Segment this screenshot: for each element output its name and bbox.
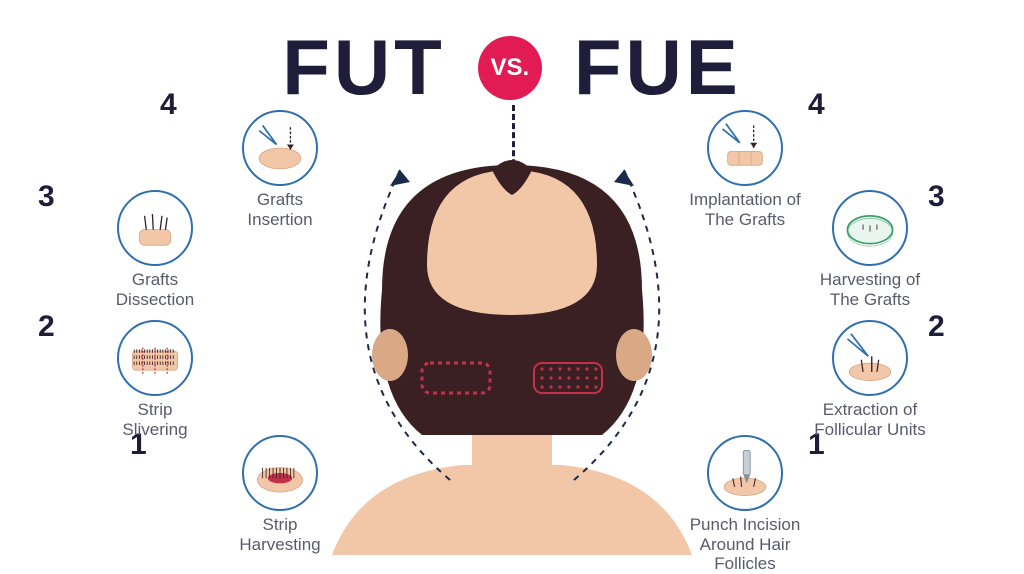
step-number: 4 bbox=[160, 88, 177, 122]
title-right: FUE bbox=[574, 22, 742, 113]
right_method-step-3: Harvesting ofThe Grafts bbox=[810, 190, 930, 309]
harvest-grafts-icon bbox=[832, 190, 908, 266]
step-label: Implantation ofThe Grafts bbox=[689, 190, 801, 229]
vs-badge: VS. bbox=[478, 36, 542, 100]
ear-left bbox=[372, 329, 408, 381]
step-label: StripHarvesting bbox=[239, 515, 320, 554]
step-label: Extraction ofFollicular Units bbox=[814, 400, 925, 439]
step-number: 2 bbox=[928, 310, 945, 344]
strip-sliver-icon bbox=[117, 320, 193, 396]
vs-text: VS. bbox=[490, 54, 529, 82]
step-label: GraftsDissection bbox=[116, 270, 194, 309]
step-label: GraftsInsertion bbox=[247, 190, 312, 229]
step-label: Punch IncisionAround Hair Follicles bbox=[685, 515, 805, 574]
implant-grafts-icon bbox=[707, 110, 783, 186]
right_method-step-1: Punch IncisionAround Hair Follicles bbox=[685, 435, 805, 574]
title-row: FUT VS. FUE bbox=[0, 22, 1024, 113]
strip-harvest-icon bbox=[242, 435, 318, 511]
head-figure bbox=[322, 135, 702, 555]
left_method-step-3: GraftsDissection bbox=[95, 190, 215, 309]
punch-incision-icon bbox=[707, 435, 783, 511]
ear-right bbox=[616, 329, 652, 381]
left_method-step-4: GraftsInsertion bbox=[220, 110, 340, 229]
grafts-insert-icon bbox=[242, 110, 318, 186]
left_method-step-1: StripHarvesting bbox=[220, 435, 340, 554]
step-number: 3 bbox=[928, 180, 945, 214]
left_method-step-2: StripSlivering bbox=[95, 320, 215, 439]
grafts-dissect-icon bbox=[117, 190, 193, 266]
right_method-step-2: Extraction ofFollicular Units bbox=[810, 320, 930, 439]
step-number: 2 bbox=[38, 310, 55, 344]
step-number: 4 bbox=[808, 88, 825, 122]
title-left: FUT bbox=[282, 22, 446, 113]
right_method-step-4: Implantation ofThe Grafts bbox=[685, 110, 805, 229]
extract-fu-icon bbox=[832, 320, 908, 396]
step-label: StripSlivering bbox=[122, 400, 187, 439]
step-label: Harvesting ofThe Grafts bbox=[820, 270, 920, 309]
head-svg bbox=[322, 135, 702, 555]
step-number: 3 bbox=[38, 180, 55, 214]
